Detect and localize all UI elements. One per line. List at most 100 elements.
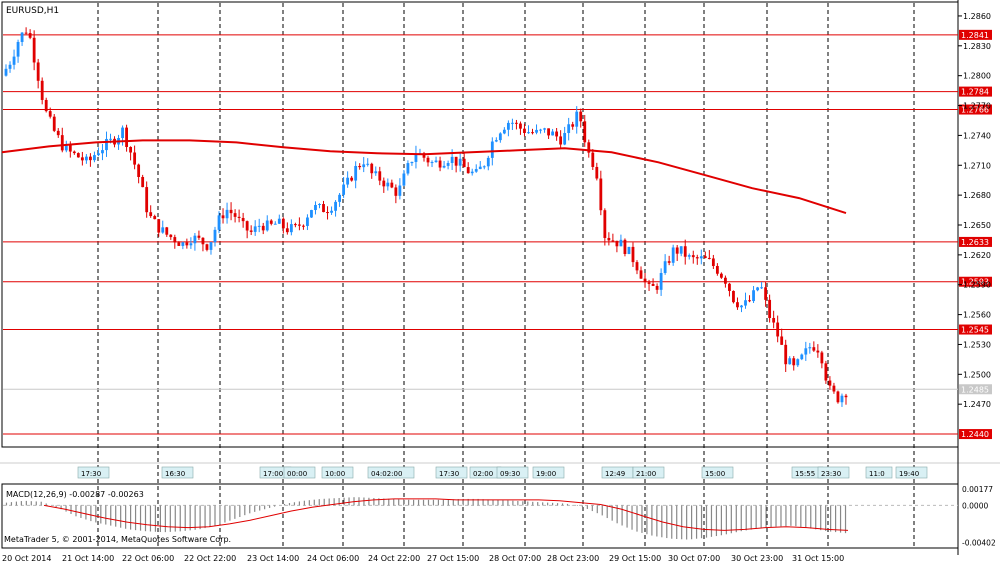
candle-body (671, 247, 675, 263)
candle-body (796, 359, 800, 366)
candle-body (458, 158, 462, 166)
session-tag-label: 15:55 (795, 470, 815, 478)
candle-body (293, 224, 297, 226)
candle-body (434, 160, 438, 163)
level-price-tag (959, 86, 992, 97)
candle-body (555, 131, 559, 137)
candle-body (579, 111, 583, 122)
candle-body (687, 255, 691, 257)
candle-body (426, 157, 430, 163)
price-tick-label: 1.2770 (963, 102, 991, 111)
candle-body (482, 166, 486, 168)
current-price-tag (959, 384, 992, 395)
candle-body (502, 129, 506, 134)
candle-body (402, 173, 406, 186)
time-axis-label: 22 Oct 06:00 (122, 554, 174, 563)
candle-body (844, 395, 848, 398)
candle-body (129, 146, 133, 153)
candle-body (494, 140, 498, 142)
candle-body (587, 142, 591, 153)
session-tag[interactable] (895, 466, 928, 479)
candle-body (213, 229, 217, 243)
candle-body (768, 299, 772, 318)
candle-body (599, 178, 603, 211)
candle-body (764, 287, 768, 300)
candle-body (804, 348, 808, 355)
candle-body (454, 156, 458, 166)
candle-body (48, 111, 52, 117)
session-tag[interactable] (367, 466, 415, 479)
session-tag[interactable] (532, 466, 565, 479)
candle-body (563, 133, 567, 145)
candle-body (543, 128, 546, 130)
price-tick-label: 1.2860 (963, 12, 991, 21)
price-tick-label: 1.2470 (963, 400, 991, 409)
candle-body (80, 157, 84, 161)
candle-body (583, 121, 587, 143)
candle-body (97, 153, 100, 156)
candle-body (326, 212, 329, 214)
candle-body (189, 243, 193, 246)
candle-body (655, 285, 659, 290)
candle-body (651, 283, 655, 286)
candle-body (221, 215, 225, 219)
candle-body (603, 210, 607, 238)
session-tag[interactable] (632, 466, 665, 479)
session-tag-label: 12:49 (605, 470, 625, 478)
candle-body (101, 150, 104, 154)
candle-body (519, 123, 522, 129)
candle-body (157, 219, 161, 233)
session-tag[interactable] (865, 466, 893, 479)
candle-body (64, 144, 68, 151)
session-tag-label: 11:0 (869, 470, 885, 478)
candle-body (358, 165, 362, 168)
session-tag[interactable] (161, 466, 194, 479)
candle-body (824, 363, 828, 381)
candle-body (205, 244, 209, 250)
session-tag[interactable] (496, 466, 529, 479)
candle-body (32, 37, 36, 63)
time-axis-label: 27 Oct 15:00 (427, 554, 479, 563)
candle-body (161, 227, 165, 233)
session-tag[interactable] (435, 466, 468, 479)
session-tag-label: 09:30 (500, 470, 520, 478)
candle-body (619, 239, 623, 247)
candle-body (121, 127, 124, 139)
session-tag[interactable] (817, 466, 850, 479)
candle-body (229, 209, 233, 214)
candle-body (784, 344, 788, 365)
candle-body (261, 225, 265, 231)
candle-body (28, 33, 32, 38)
level-price-tag (959, 324, 992, 335)
candle-body (675, 247, 679, 254)
candle-body (289, 224, 293, 233)
candle-body (736, 302, 739, 308)
price-tick-label: 1.2560 (963, 311, 991, 320)
candle-body (72, 151, 76, 154)
candle-body (643, 278, 647, 283)
macd-tick-label: 0.0000 (962, 501, 988, 510)
price-tick-label: 1.2800 (963, 72, 991, 81)
candle-body (370, 163, 374, 174)
candle-body (105, 138, 108, 151)
candle-body (125, 127, 128, 147)
session-tag-label: 17:00 (263, 470, 283, 478)
session-labels-layer: 17:30 16:30 17:00 00:00 10:00 04:02:00 17:30 02… (77, 466, 928, 479)
candle-body (659, 273, 663, 290)
candle-body (52, 116, 56, 131)
session-tag-label: 00:00 (287, 470, 307, 478)
time-axis-label: 30 Oct 07:00 (668, 554, 720, 563)
candle-body (133, 152, 137, 165)
candle-body (209, 242, 213, 250)
session-tag[interactable] (77, 466, 110, 479)
candle-body (273, 223, 277, 225)
candle-body (511, 122, 514, 124)
candle-body (322, 204, 325, 213)
candle-body (732, 290, 735, 303)
session-tag[interactable] (321, 466, 354, 479)
candle-body (398, 185, 402, 196)
session-tag[interactable] (701, 466, 734, 479)
session-tag[interactable] (283, 466, 316, 479)
